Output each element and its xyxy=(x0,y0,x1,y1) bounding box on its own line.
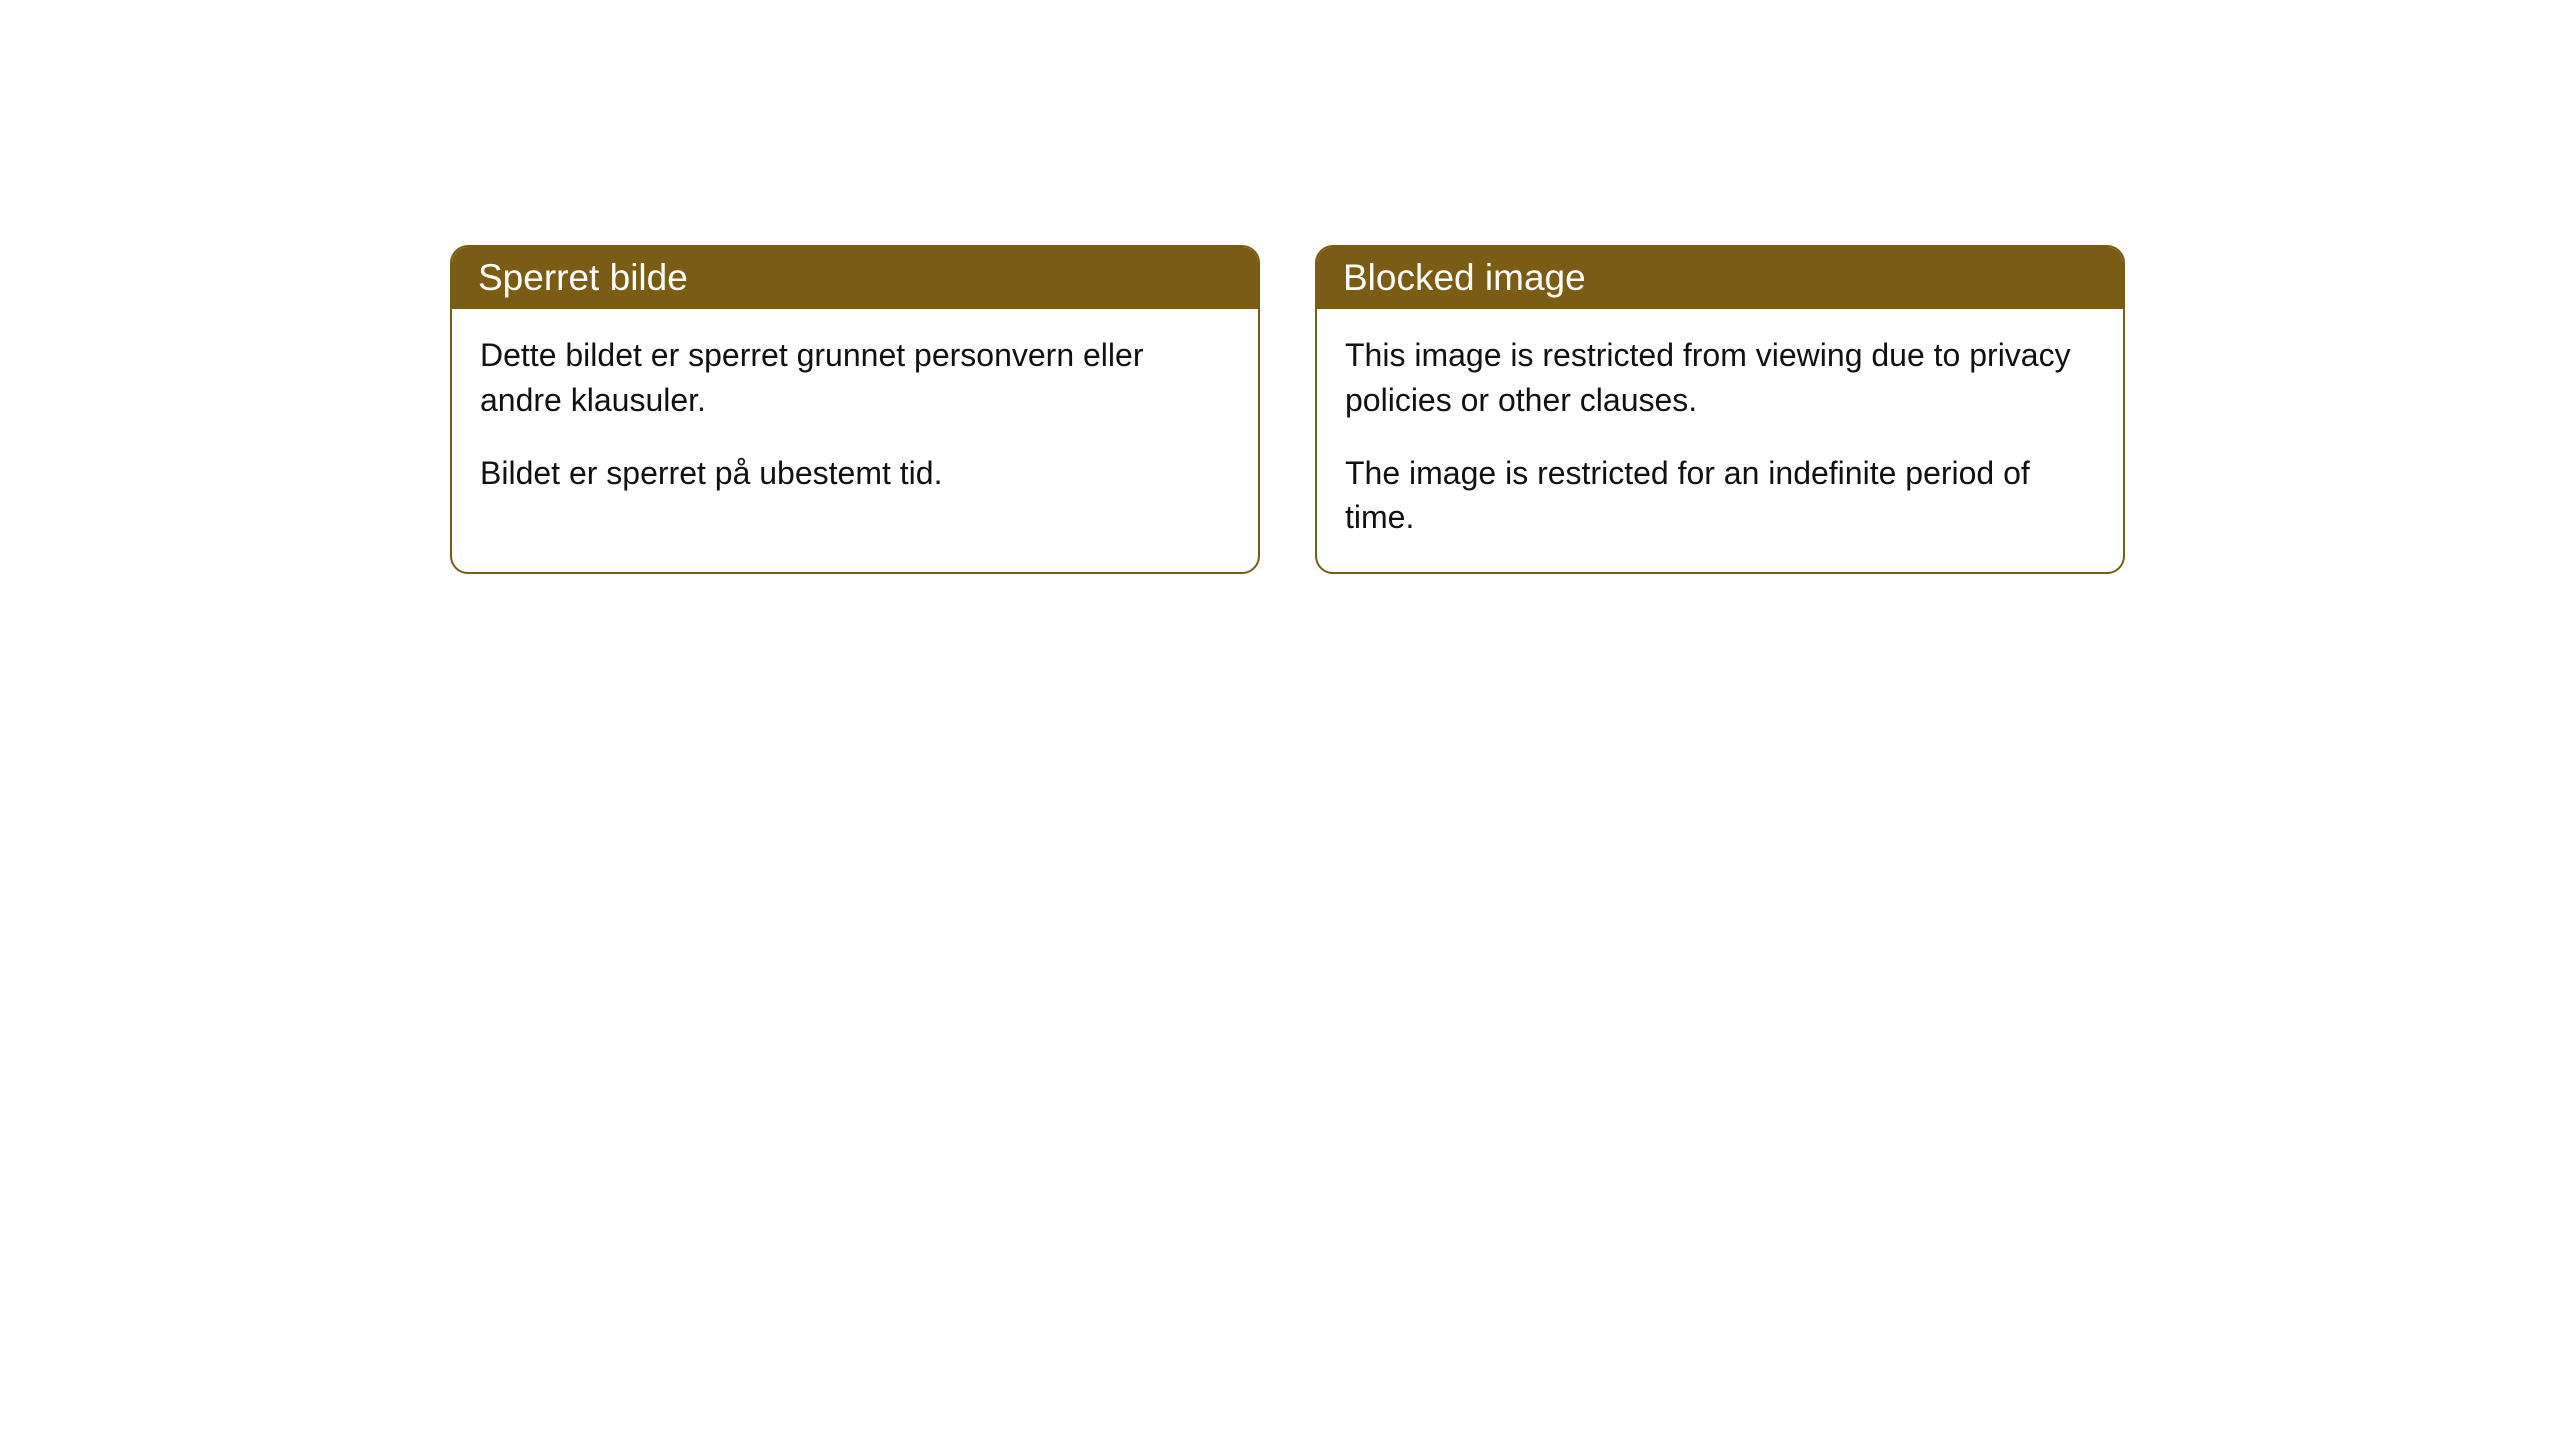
notice-paragraph: Dette bildet er sperret grunnet personve… xyxy=(480,333,1230,423)
notice-card-norwegian: Sperret bilde Dette bildet er sperret gr… xyxy=(450,245,1260,574)
notice-title: Blocked image xyxy=(1343,257,1586,298)
notice-paragraph: Bildet er sperret på ubestemt tid. xyxy=(480,451,1230,496)
notice-paragraph: This image is restricted from viewing du… xyxy=(1345,333,2095,423)
notice-card-english: Blocked image This image is restricted f… xyxy=(1315,245,2125,574)
notice-container: Sperret bilde Dette bildet er sperret gr… xyxy=(450,245,2125,574)
notice-title: Sperret bilde xyxy=(478,257,688,298)
notice-card-header: Sperret bilde xyxy=(452,247,1258,309)
notice-paragraph: The image is restricted for an indefinit… xyxy=(1345,451,2095,541)
notice-card-body: Dette bildet er sperret grunnet personve… xyxy=(452,309,1258,527)
notice-card-header: Blocked image xyxy=(1317,247,2123,309)
notice-card-body: This image is restricted from viewing du… xyxy=(1317,309,2123,572)
